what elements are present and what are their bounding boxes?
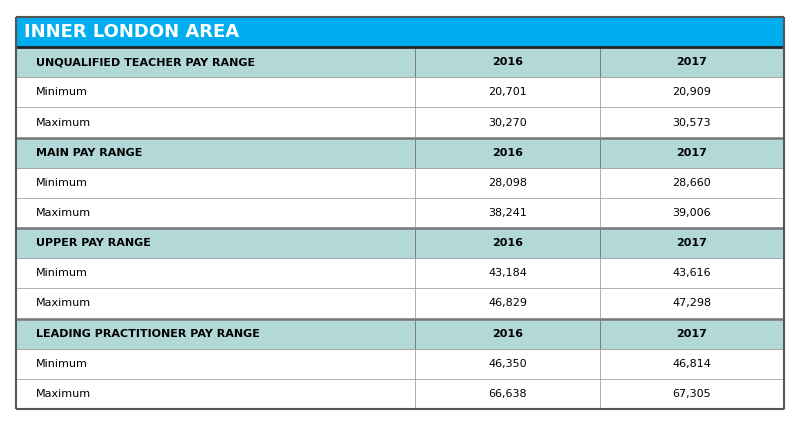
Bar [600, 47, 784, 78]
Text: INNER LONDON AREA: INNER LONDON AREA [24, 23, 239, 41]
Text: 2017: 2017 [677, 57, 707, 67]
Text: Maximum: Maximum [36, 118, 91, 127]
Text: 47,298: 47,298 [672, 299, 711, 308]
Text: Minimum: Minimum [36, 178, 88, 188]
Text: 30,270: 30,270 [488, 118, 527, 127]
Bar [16, 348, 415, 379]
Bar [16, 228, 415, 258]
Bar [415, 319, 600, 348]
Text: 2016: 2016 [492, 57, 523, 67]
Text: LEADING PRACTITIONER PAY RANGE: LEADING PRACTITIONER PAY RANGE [36, 328, 260, 339]
Bar [600, 319, 784, 348]
Text: 38,241: 38,241 [488, 208, 527, 218]
Bar [600, 168, 784, 198]
Bar [600, 107, 784, 138]
Bar [16, 198, 415, 228]
Text: 46,829: 46,829 [488, 299, 527, 308]
Text: Minimum: Minimum [36, 268, 88, 278]
Bar [16, 47, 415, 78]
Bar [415, 348, 600, 379]
Bar [600, 258, 784, 288]
Text: 2016: 2016 [492, 328, 523, 339]
Bar [16, 138, 415, 168]
Bar [16, 78, 415, 107]
Bar [415, 379, 600, 409]
Text: 2017: 2017 [677, 148, 707, 158]
Bar [16, 17, 784, 47]
Bar [415, 228, 600, 258]
Bar [600, 198, 784, 228]
Text: Maximum: Maximum [36, 299, 91, 308]
Text: 28,098: 28,098 [488, 178, 527, 188]
Bar [16, 379, 415, 409]
Text: Minimum: Minimum [36, 87, 88, 98]
Text: MAIN PAY RANGE: MAIN PAY RANGE [36, 148, 142, 158]
Text: 66,638: 66,638 [488, 389, 527, 399]
Bar [600, 138, 784, 168]
Text: UPPER PAY RANGE: UPPER PAY RANGE [36, 238, 151, 248]
Bar [600, 78, 784, 107]
Text: 2016: 2016 [492, 238, 523, 248]
Text: Minimum: Minimum [36, 359, 88, 369]
Bar [415, 288, 600, 319]
Bar [16, 319, 415, 348]
Text: 43,184: 43,184 [488, 268, 527, 278]
Bar [415, 168, 600, 198]
Bar [415, 47, 600, 78]
Bar [600, 288, 784, 319]
Bar [16, 288, 415, 319]
Bar [16, 107, 415, 138]
Text: 67,305: 67,305 [673, 389, 711, 399]
Text: 2017: 2017 [677, 328, 707, 339]
Bar [600, 379, 784, 409]
Bar [600, 348, 784, 379]
Text: 20,909: 20,909 [673, 87, 711, 98]
Bar [415, 258, 600, 288]
Text: Maximum: Maximum [36, 208, 91, 218]
Bar [16, 258, 415, 288]
Text: 28,660: 28,660 [673, 178, 711, 188]
Bar [415, 138, 600, 168]
Text: UNQUALIFIED TEACHER PAY RANGE: UNQUALIFIED TEACHER PAY RANGE [36, 57, 255, 67]
Text: 46,350: 46,350 [488, 359, 527, 369]
Text: 2017: 2017 [677, 238, 707, 248]
Bar [16, 168, 415, 198]
Bar [415, 78, 600, 107]
Bar [415, 198, 600, 228]
Text: 39,006: 39,006 [673, 208, 711, 218]
Text: 30,573: 30,573 [673, 118, 711, 127]
Text: 46,814: 46,814 [673, 359, 711, 369]
Text: Maximum: Maximum [36, 389, 91, 399]
Text: 20,701: 20,701 [488, 87, 527, 98]
Bar [415, 107, 600, 138]
Bar [600, 228, 784, 258]
Text: 2016: 2016 [492, 148, 523, 158]
Text: 43,616: 43,616 [673, 268, 711, 278]
